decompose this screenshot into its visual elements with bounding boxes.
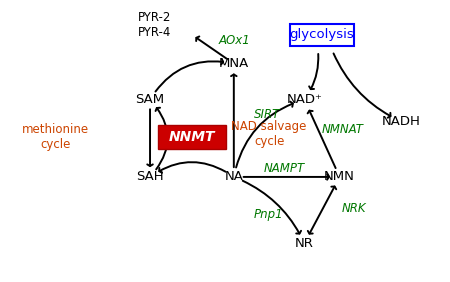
Text: NA: NA	[225, 170, 243, 183]
Text: NR: NR	[295, 237, 314, 250]
Text: NNMT: NNMT	[169, 130, 215, 144]
FancyBboxPatch shape	[290, 24, 354, 46]
Text: NMN: NMN	[324, 170, 355, 183]
Text: SIRT: SIRT	[254, 108, 280, 121]
Text: AOx1: AOx1	[218, 34, 250, 47]
Text: SAH: SAH	[136, 170, 164, 183]
Text: PYR-2
PYR-4: PYR-2 PYR-4	[138, 11, 171, 39]
FancyBboxPatch shape	[158, 125, 226, 149]
Text: SAM: SAM	[135, 93, 165, 106]
Text: NRK: NRK	[342, 202, 366, 215]
Text: NAMPT: NAMPT	[264, 162, 305, 175]
Text: NAD salvage
cycle: NAD salvage cycle	[231, 120, 307, 148]
Text: MNA: MNA	[219, 57, 249, 70]
Text: NADH: NADH	[382, 115, 421, 128]
Text: NAD⁺: NAD⁺	[287, 93, 322, 106]
Text: methionine
cycle: methionine cycle	[22, 123, 89, 151]
Text: NMNAT: NMNAT	[322, 124, 364, 136]
Text: Pnp1: Pnp1	[254, 208, 284, 221]
Text: glycolysis: glycolysis	[290, 28, 355, 41]
